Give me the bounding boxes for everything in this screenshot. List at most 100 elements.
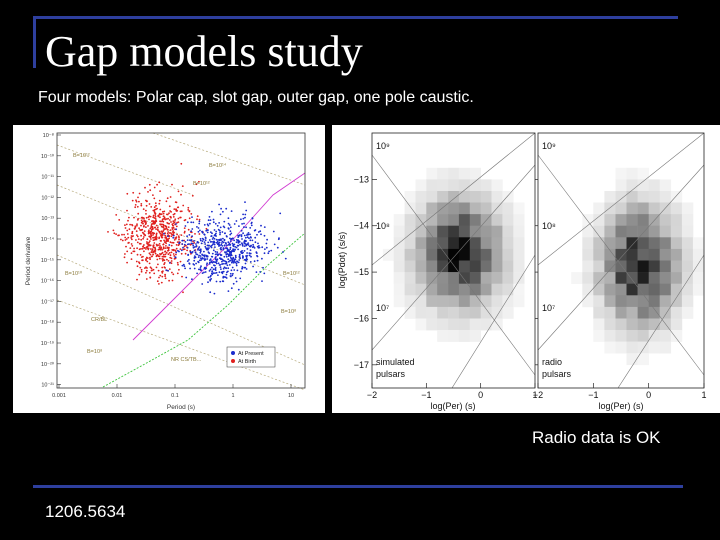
- scatter-point-birth: [141, 247, 144, 250]
- scatter-point-birth: [180, 210, 183, 213]
- scatter-point-birth: [160, 246, 163, 249]
- heatmap-cell: [593, 260, 605, 273]
- scatter-point-present: [184, 267, 187, 270]
- scatter-point-present: [207, 248, 209, 251]
- heatmap-cell: [502, 237, 514, 250]
- scatter-point-present: [209, 258, 212, 261]
- scatter-point-present: [165, 269, 168, 271]
- scatter-point-birth: [138, 273, 141, 276]
- scatter-point-present: [208, 252, 211, 255]
- heatmap-cell: [491, 248, 503, 261]
- y-tick-label: −16: [354, 313, 369, 323]
- scatter-point-present: [263, 234, 266, 237]
- scatter-point-birth: [165, 237, 168, 240]
- heatmap-cell: [637, 179, 649, 192]
- heatmap-cell: [637, 214, 649, 226]
- heatmap-cell: [469, 214, 481, 226]
- scatter-point-present: [238, 234, 241, 237]
- scatter-point-present: [229, 230, 232, 233]
- scatter-point-present: [221, 240, 224, 243]
- top-accent-line: [33, 16, 678, 19]
- scatter-point-birth: [179, 216, 182, 219]
- scatter-point-birth: [153, 242, 156, 244]
- heatmap-cell: [626, 295, 638, 308]
- scatter-point-present: [206, 231, 209, 234]
- scatter-point-birth: [183, 239, 186, 242]
- scatter-point-present: [232, 282, 235, 285]
- scatter-point-birth: [160, 235, 163, 237]
- scatter-point-present: [250, 255, 252, 258]
- x-tick-label: −1: [588, 390, 598, 400]
- scatter-point-present: [221, 271, 224, 273]
- scatter-point-birth: [148, 203, 151, 205]
- heatmap-cell: [458, 237, 471, 250]
- heatmap-cell: [469, 237, 481, 250]
- scatter-point-birth: [148, 183, 151, 186]
- scatter-point-birth: [148, 231, 150, 233]
- scatter-point-present: [212, 221, 215, 224]
- scatter-point-birth: [171, 271, 173, 274]
- heatmap-cell: [458, 191, 471, 203]
- scatter-point-birth: [138, 192, 141, 195]
- scatter-point-present: [210, 278, 213, 280]
- scatter-point-present: [264, 248, 266, 250]
- scatter-point-present: [229, 237, 231, 240]
- scatter-point-present: [212, 249, 215, 252]
- scatter-point-birth: [196, 218, 198, 221]
- scatter-point-present: [223, 266, 226, 269]
- scatter-point-present: [197, 248, 199, 251]
- heatmap-cell: [480, 237, 492, 250]
- heatmap-cell: [659, 260, 672, 273]
- heatmap-cell: [404, 283, 416, 296]
- scatter-point-birth: [162, 247, 165, 250]
- scatter-point-birth: [145, 204, 148, 207]
- heatmap-cell: [626, 225, 638, 238]
- scatter-point-present: [251, 217, 254, 219]
- scatter-point-birth: [133, 247, 135, 250]
- scatter-point-birth: [124, 227, 127, 229]
- scatter-point-birth: [136, 278, 138, 281]
- heatmap-cell: [502, 191, 514, 203]
- scatter-point-birth: [125, 245, 127, 248]
- heatmap-cell: [626, 237, 638, 250]
- heatmap-cell: [502, 306, 514, 319]
- scatter-point-present: [193, 267, 196, 270]
- scatter-point-present: [207, 281, 209, 284]
- scatter-point-present: [230, 210, 233, 212]
- scatter-point-birth: [160, 252, 163, 255]
- scatter-point-present: [252, 265, 255, 268]
- heatmap-cell: [491, 237, 503, 250]
- scatter-point-birth: [165, 227, 168, 230]
- scatter-point-present: [220, 268, 222, 270]
- scatter-point-birth: [130, 252, 133, 255]
- heatmap-cell: [593, 237, 605, 250]
- heatmap-cell: [659, 214, 672, 226]
- heatmap-cell: [502, 202, 514, 215]
- heatmap-cell: [648, 248, 661, 261]
- scatter-point-present: [244, 262, 247, 265]
- scatter-point-birth: [126, 261, 128, 264]
- scatter-point-present: [198, 259, 201, 262]
- scatter-point-present: [257, 231, 260, 233]
- heatmap-cell: [681, 306, 694, 319]
- scatter-point-present: [231, 261, 233, 264]
- heatmap-cell: [626, 179, 638, 192]
- heatmap-cell: [437, 167, 449, 180]
- heatmap-cell: [637, 237, 649, 250]
- scatter-point-present: [226, 249, 229, 252]
- scatter-point-birth: [130, 237, 133, 239]
- heatmap-cell: [626, 248, 638, 261]
- scatter-point-birth: [142, 236, 145, 238]
- heatmap-cell: [626, 353, 638, 366]
- heatmap-cell: [448, 167, 460, 180]
- heatmap-cell: [426, 202, 438, 215]
- heatmap-cell: [626, 272, 638, 284]
- scatter-point-present: [243, 242, 246, 244]
- scatter-point-birth: [125, 238, 128, 240]
- scatter-point-birth: [168, 212, 170, 215]
- scatter-point-birth: [154, 202, 157, 205]
- scatter-point-birth: [133, 216, 135, 219]
- scatter-point-present: [279, 212, 282, 215]
- heatmap-cell: [491, 260, 503, 273]
- scatter-point-birth: [132, 235, 134, 237]
